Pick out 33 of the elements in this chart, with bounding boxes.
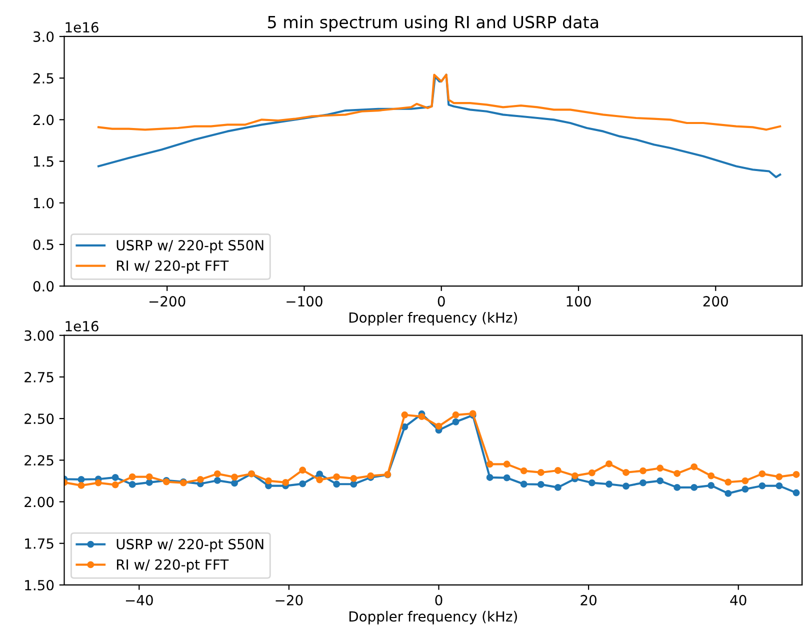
x-tick-label: 0 <box>438 296 445 307</box>
x-tick-label: 0 <box>435 594 442 606</box>
x-tick-label: 200 <box>703 296 728 307</box>
y-tick-label: 1.75 <box>25 538 54 549</box>
text: 1e16 <box>66 320 98 332</box>
x-axis-title: Doppler frequency (kHz) <box>349 312 517 326</box>
y-tick-label: 0.5 <box>33 239 54 250</box>
x-tick-label: −40 <box>126 594 153 606</box>
legend-label: RI w/ 220-pt FFT <box>116 559 229 572</box>
y-tick-label: 0.0 <box>33 281 54 292</box>
x-tick-label: 20 <box>580 594 596 606</box>
y-tick-label: 2.00 <box>24 496 54 508</box>
y-tick-label: 2.5 <box>33 73 54 84</box>
y-tick-label: 3.0 <box>33 31 54 42</box>
legend-label: USRP w/ 220-pt S50N <box>116 538 264 552</box>
y-tick-label: 2.25 <box>24 455 54 466</box>
legend-label: RI w/ 220-pt FFT <box>116 260 229 274</box>
x-axis-title: Doppler frequency (kHz) <box>349 610 517 624</box>
x-tick-label: −20 <box>276 594 303 606</box>
y-tick-label: 2.75 <box>24 372 54 382</box>
y-tick-label: 2.0 <box>33 114 54 126</box>
text: 1e16 <box>66 22 98 33</box>
x-tick-label: 100 <box>566 296 591 307</box>
y-tick-label: 1.50 <box>25 580 54 590</box>
y-tick-label: 1.0 <box>34 198 54 208</box>
legend-label: USRP w/ 220-pt S50N <box>116 240 264 254</box>
x-tick-label: −100 <box>286 296 322 307</box>
y-tick-label: 3.00 <box>24 330 54 341</box>
chart-title: 5 min spectrum using RI and USRP data <box>268 15 598 32</box>
y-tick-label: 1.5 <box>34 156 54 167</box>
x-tick-label: 40 <box>730 594 746 606</box>
x-tick-label: −200 <box>149 296 186 307</box>
y-tick-label: 2.50 <box>24 414 54 424</box>
